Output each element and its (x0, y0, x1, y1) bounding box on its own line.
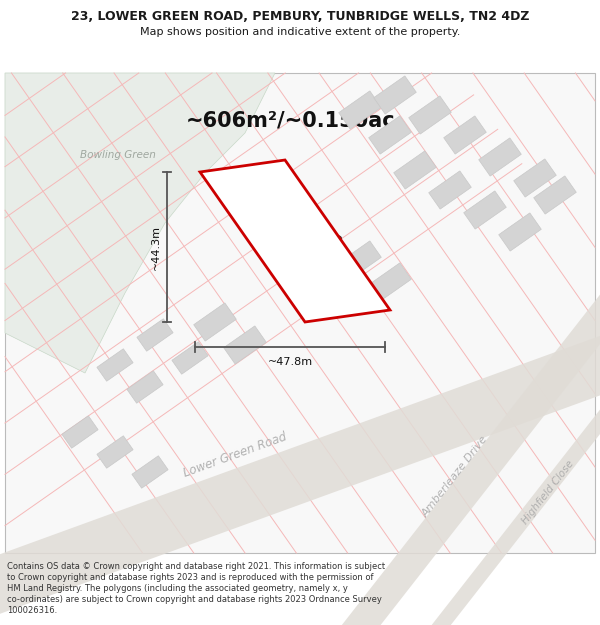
Polygon shape (374, 76, 416, 114)
Polygon shape (444, 116, 486, 154)
Polygon shape (137, 319, 173, 351)
Polygon shape (394, 151, 436, 189)
Polygon shape (127, 371, 163, 403)
Polygon shape (194, 303, 236, 341)
Polygon shape (132, 456, 168, 488)
Polygon shape (409, 96, 451, 134)
Polygon shape (5, 73, 275, 373)
Text: Map shows position and indicative extent of the property.: Map shows position and indicative extent… (140, 27, 460, 37)
Polygon shape (339, 91, 381, 129)
Polygon shape (97, 436, 133, 468)
Polygon shape (224, 326, 266, 364)
Polygon shape (369, 263, 411, 301)
Polygon shape (429, 171, 471, 209)
Bar (5, 73, 595, 553)
Text: Amberleaze Drive: Amberleaze Drive (420, 434, 490, 519)
Text: to Crown copyright and database rights 2023 and is reproduced with the permissio: to Crown copyright and database rights 2… (7, 573, 373, 582)
Polygon shape (200, 160, 390, 322)
Polygon shape (514, 159, 556, 197)
Polygon shape (499, 213, 541, 251)
Polygon shape (412, 272, 600, 625)
Text: Lower Green Road: Lower Green Road (182, 430, 289, 480)
Polygon shape (339, 241, 381, 279)
Polygon shape (172, 342, 208, 374)
Polygon shape (227, 141, 600, 625)
Polygon shape (534, 176, 576, 214)
Text: 23: 23 (316, 235, 344, 255)
Text: 23, LOWER GREEN ROAD, PEMBURY, TUNBRIDGE WELLS, TN2 4DZ: 23, LOWER GREEN ROAD, PEMBURY, TUNBRIDGE… (71, 11, 529, 24)
Text: Bowling Green: Bowling Green (80, 150, 156, 160)
Polygon shape (464, 191, 506, 229)
Text: 100026316.: 100026316. (7, 606, 57, 615)
Text: ~47.8m: ~47.8m (268, 357, 313, 367)
Text: ~44.3m: ~44.3m (151, 224, 161, 269)
Polygon shape (62, 416, 98, 448)
Polygon shape (0, 228, 600, 625)
Polygon shape (97, 349, 133, 381)
Text: HM Land Registry. The polygons (including the associated geometry, namely x, y: HM Land Registry. The polygons (includin… (7, 584, 348, 593)
Polygon shape (369, 116, 411, 154)
Text: ~606m²/~0.150ac.: ~606m²/~0.150ac. (186, 110, 404, 130)
Text: Contains OS data © Crown copyright and database right 2021. This information is : Contains OS data © Crown copyright and d… (7, 562, 385, 571)
Text: Highfield Close: Highfield Close (520, 458, 576, 526)
Text: co-ordinates) are subject to Crown copyright and database rights 2023 Ordnance S: co-ordinates) are subject to Crown copyr… (7, 595, 382, 604)
Polygon shape (479, 138, 521, 176)
